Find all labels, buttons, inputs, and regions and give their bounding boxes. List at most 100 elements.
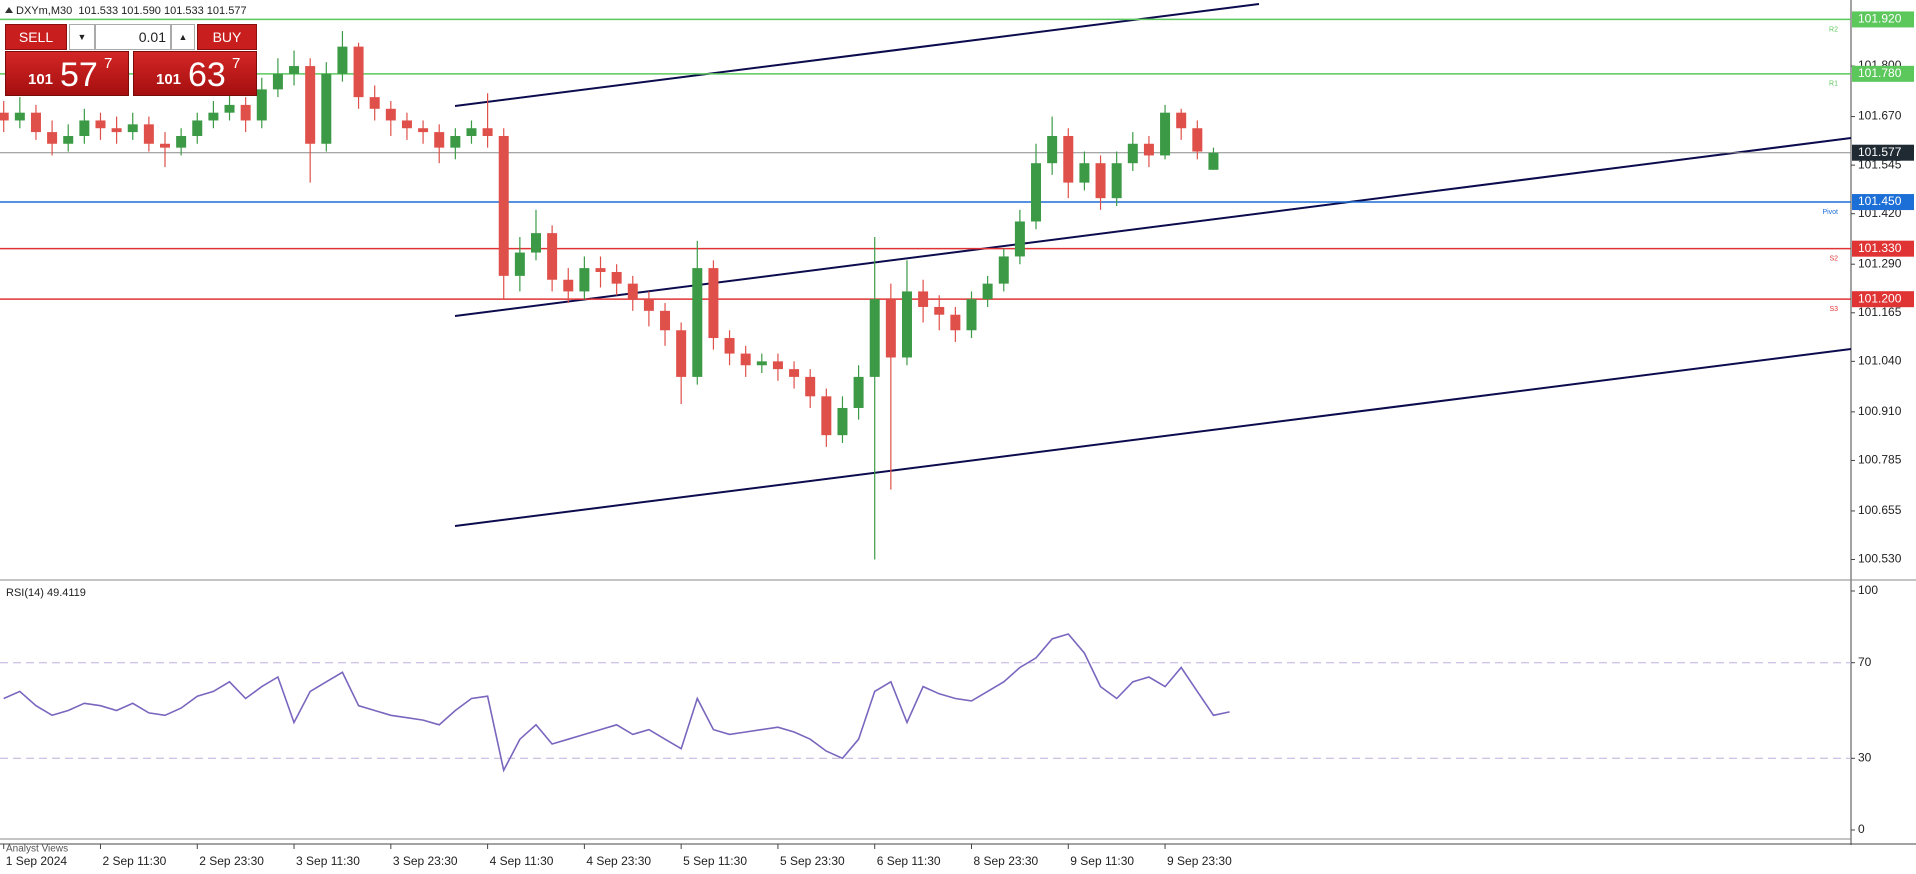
y-tick-label: 100.910	[1858, 404, 1902, 418]
candle-body	[708, 268, 719, 339]
candle-body	[1079, 163, 1090, 183]
candle-body	[1047, 135, 1058, 164]
candle-body	[934, 306, 945, 315]
candle-body	[192, 120, 203, 136]
candle-body	[1143, 143, 1154, 156]
axes: 101.800101.670101.545101.420101.290101.1…	[3, 11, 1914, 868]
candle-body	[950, 314, 961, 331]
candle-body	[1063, 135, 1074, 183]
candle-body	[805, 376, 816, 397]
candle-body	[837, 407, 848, 436]
trend-line	[454, 3, 1260, 107]
candle-body	[772, 361, 783, 370]
x-tick-label: 3 Sep 11:30	[296, 854, 360, 868]
x-tick-label: 6 Sep 11:30	[877, 854, 941, 868]
lot-input[interactable]: 0.01	[95, 24, 171, 50]
x-tick-label: 2 Sep 11:30	[102, 854, 166, 868]
level-name: S2	[1829, 256, 1838, 263]
candle-body	[1160, 112, 1171, 156]
x-tick-label: 5 Sep 11:30	[683, 854, 747, 868]
trend-line	[454, 137, 1852, 317]
x-tick-label: 3 Sep 23:30	[393, 854, 458, 868]
rsi-panel	[0, 633, 1851, 773]
candle-body	[160, 143, 170, 148]
trade-panel: SELL ▼ 0.01 ▲ BUY 101 57 7 101 63 7	[5, 24, 257, 96]
candle-body	[0, 112, 9, 121]
candle-body	[1031, 163, 1042, 222]
candle-body	[434, 132, 445, 148]
y-tick-label: 100.655	[1858, 503, 1902, 517]
ask-pips: 63	[188, 56, 226, 94]
candle-body	[724, 338, 735, 354]
candle-body	[756, 361, 767, 366]
candle-body	[579, 268, 590, 292]
y-tick-label: 30	[1858, 750, 1872, 764]
level-name: Pivot	[1822, 209, 1838, 216]
y-tick-label: 100.530	[1858, 552, 1902, 566]
candle-body	[450, 135, 461, 148]
x-tick-label: 2 Sep 23:30	[199, 854, 264, 868]
y-tick-label: 0	[1858, 822, 1865, 836]
candle-body	[224, 104, 235, 113]
y-tick-label: 101.040	[1858, 354, 1902, 368]
candle-body	[530, 233, 541, 253]
level-label: 101.200	[1858, 291, 1902, 305]
candle-body	[47, 132, 58, 144]
candle-body	[547, 233, 558, 280]
x-tick-label: 9 Sep 11:30	[1070, 854, 1134, 868]
level-name: S3	[1829, 306, 1838, 313]
buy-button[interactable]: BUY	[197, 24, 257, 50]
level-label-box	[1852, 291, 1914, 308]
ask-price[interactable]: 101 63 7	[133, 51, 257, 96]
candle-body	[272, 73, 283, 90]
bid-big: 101	[28, 71, 54, 88]
sell-button[interactable]: SELL	[5, 24, 67, 50]
candle-body	[111, 128, 122, 133]
rsi-title: RSI(14) 49.4119	[6, 587, 86, 599]
candle-body	[998, 256, 1009, 284]
candle-body	[289, 66, 300, 74]
level-label-box	[1852, 11, 1914, 28]
footer-tab: Analyst Views	[6, 844, 68, 855]
trend-line	[454, 348, 1852, 527]
level-label: 101.920	[1858, 12, 1902, 26]
y-tick-label: 101.165	[1858, 305, 1902, 319]
x-tick-label: 8 Sep 23:30	[974, 854, 1039, 868]
rsi-line	[3, 633, 1230, 773]
candle-body	[853, 376, 864, 408]
candle-body	[563, 279, 574, 292]
y-tick-label: 70	[1858, 655, 1872, 669]
y-tick-label: 100.785	[1858, 453, 1902, 467]
level-label: 101.330	[1858, 241, 1902, 255]
candle-body	[627, 283, 638, 300]
candle-body	[982, 283, 993, 300]
y-tick-label: 101.290	[1858, 256, 1902, 270]
candles	[0, 31, 1219, 560]
candle-body	[1208, 152, 1219, 170]
candle-body	[321, 73, 332, 144]
bid-price[interactable]: 101 57 7	[5, 51, 129, 96]
lot-up[interactable]: ▲	[171, 24, 195, 50]
ask-big: 101	[156, 71, 182, 88]
candle-body	[918, 291, 929, 307]
candle-body	[966, 299, 977, 331]
bid-pips: 57	[60, 56, 98, 94]
candle-body	[611, 271, 622, 284]
ask-point: 7	[232, 55, 241, 72]
lot-down[interactable]: ▼	[69, 24, 95, 50]
candle-body	[821, 396, 832, 436]
candle-body	[676, 330, 687, 377]
candle-body	[369, 97, 380, 109]
candle-body	[418, 128, 429, 133]
candle-body	[1111, 163, 1122, 199]
candle-body	[1176, 112, 1187, 129]
level-label-box	[1852, 194, 1914, 211]
x-tick-label: 9 Sep 23:30	[1167, 854, 1232, 868]
candle-body	[514, 252, 525, 276]
y-tick-label: 100	[1858, 583, 1878, 597]
candle-body	[789, 369, 800, 377]
candle-body	[240, 104, 251, 121]
level-label: 101.450	[1858, 194, 1902, 208]
